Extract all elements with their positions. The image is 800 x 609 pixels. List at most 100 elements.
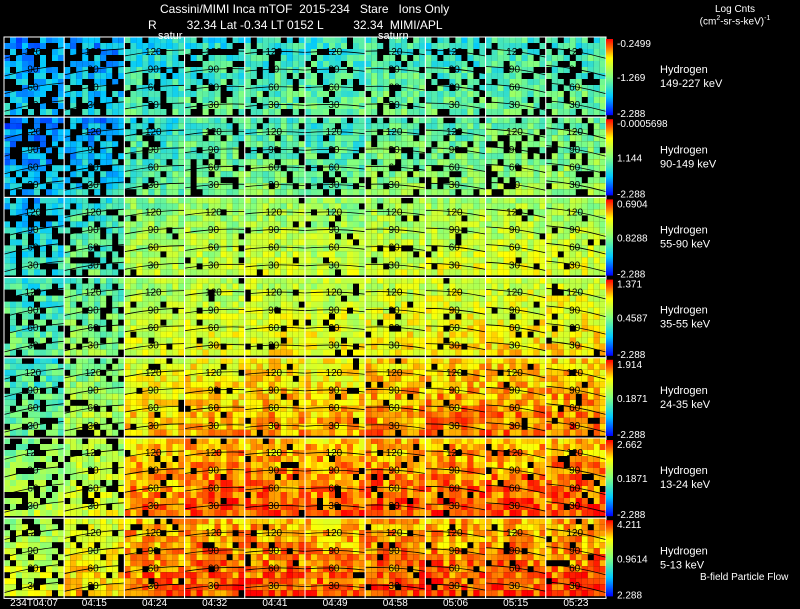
heatmap-cell [298,103,305,109]
heatmap-cell [238,301,245,308]
heatmap-cell [515,295,522,302]
heatmap-cell [431,153,438,160]
heatmap-cell [569,343,576,350]
heatmap-cell [509,123,516,130]
heatmap-cell [46,363,52,370]
heatmap-cell [112,49,119,55]
heatmap-cell [250,277,257,284]
heatmap-cell [515,123,522,130]
heatmap-cell [88,159,95,166]
contour-label: 90 [148,145,160,156]
heatmap-cell [280,183,287,190]
heatmap-cell [166,295,173,302]
heatmap-cell [467,269,474,276]
heatmap-cell [395,331,402,338]
heatmap-cell [497,331,504,338]
heatmap-cell [238,215,245,222]
heatmap-cell [545,227,552,234]
heatmap-cell [509,85,516,91]
heatmap-cell [298,79,305,85]
heatmap-cell [533,277,540,284]
heatmap-cell [112,183,119,190]
heatmap-cell [359,79,365,85]
heatmap-cell [262,189,269,196]
heatmap-cell [16,117,22,124]
contour-line-90 [365,308,426,314]
heatmap-cell [335,67,341,73]
heatmap-cell [317,313,323,320]
heatmap-cell [353,55,359,61]
heatmap-cell [64,197,71,204]
heatmap-cell [244,117,251,124]
heatmap-cell [419,159,426,166]
heatmap-cell [515,269,522,276]
heatmap-cell [593,189,600,196]
heatmap-cell [10,349,16,356]
heatmap-cell [491,183,498,190]
heatmap-cell [250,49,257,55]
heatmap-cell [184,91,191,97]
heatmap-cell [202,245,209,252]
heatmap-cell [178,221,185,228]
heatmap-cell [178,263,185,270]
contour-line-30 [124,182,185,190]
heatmap-cell [587,67,594,73]
heatmap-cell [425,37,432,43]
heatmap-cell [467,239,474,246]
heatmap-cell [52,239,58,246]
heatmap-cell [70,295,77,302]
heatmap-cell [112,103,119,109]
heatmap-cell [449,97,456,103]
heatmap-cell [599,61,606,67]
heatmap-cell [82,251,89,258]
heatmap-cell [226,153,233,160]
heatmap-cell [449,269,456,276]
heatmap-cell [106,153,113,160]
heatmap-cell [46,123,52,130]
heatmap-cell [268,73,275,79]
heatmap-cell [383,159,390,166]
heatmap-cell [503,79,510,85]
heatmap-cell [250,117,257,124]
heatmap-cell [413,343,420,350]
heatmap-cell [280,215,287,222]
heatmap-cell [341,215,347,222]
heatmap-cell [491,165,498,172]
heatmap-cell [317,67,323,73]
heatmap-cell [76,387,83,394]
contour-line-30 [425,343,486,350]
heatmap-cell [184,73,191,79]
heatmap-cell [274,61,281,67]
heatmap-cell [4,283,10,290]
contour-line-60 [425,165,486,172]
heatmap-cell [437,313,444,320]
heatmap-cell [563,165,570,172]
heatmap-cell [136,135,143,142]
heatmap-cell [497,49,504,55]
heatmap-cell [100,349,107,356]
heatmap-cell [226,269,233,276]
heatmap-cell [298,325,305,332]
heatmap-cell [455,331,462,338]
heatmap-cell [142,257,149,264]
heatmap-cell [335,203,341,210]
heatmap-cell [112,37,119,43]
heatmap-cell [497,289,504,296]
heatmap-cell [383,343,390,350]
heatmap-cell [64,269,71,276]
heatmap-cell [593,55,600,61]
heatmap-cell [28,411,34,418]
heatmap-cell [82,357,89,364]
heatmap-cell [52,363,58,370]
heatmap-cell [64,319,71,326]
heatmap-cell [443,251,450,258]
heatmap-cell [118,177,125,184]
heatmap-cell [317,159,323,166]
heatmap-cell [154,117,161,124]
heatmap-cell [317,109,323,115]
heatmap-cell [371,227,378,234]
heatmap-cell [527,61,534,67]
heatmap-cell [214,123,221,130]
heatmap-cell [389,171,396,178]
